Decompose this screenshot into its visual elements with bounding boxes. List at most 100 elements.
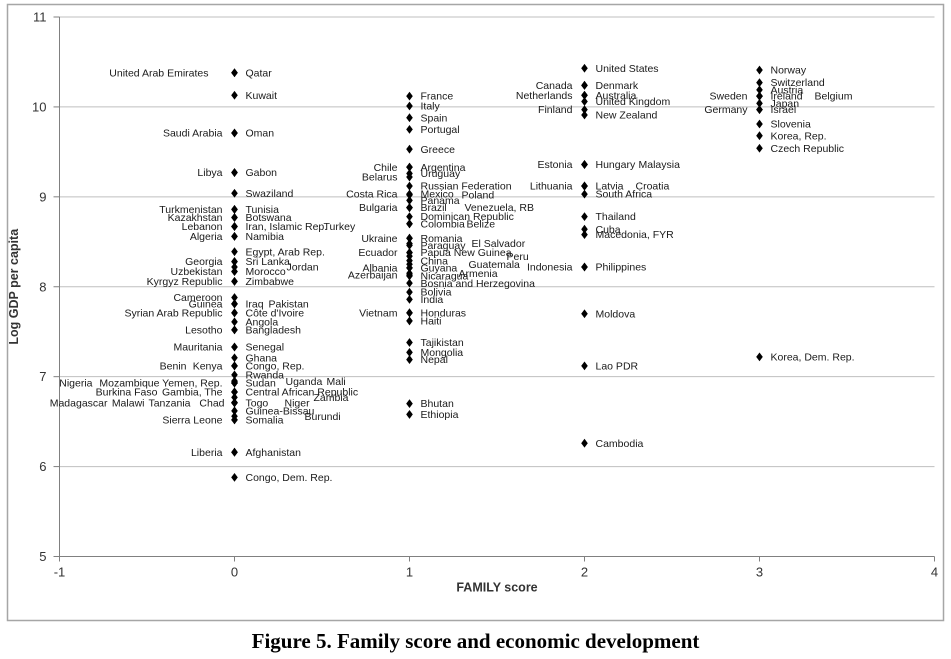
country-label: Azerbaijan bbox=[348, 270, 398, 282]
diamond-marker bbox=[406, 338, 413, 347]
country-label: Norway bbox=[771, 65, 807, 77]
country-label: Nepal bbox=[421, 354, 448, 366]
diamond-marker bbox=[231, 205, 238, 214]
point-japan: Japan bbox=[756, 98, 799, 110]
point-south-africa: South Africa bbox=[581, 189, 652, 201]
country-label: Greece bbox=[421, 144, 456, 156]
point-hungary: Hungary bbox=[581, 159, 636, 171]
point-algeria: Algeria bbox=[190, 231, 238, 243]
country-label: Indonesia bbox=[527, 262, 573, 274]
diamond-marker bbox=[756, 131, 763, 141]
country-label: Sweden bbox=[710, 91, 748, 103]
point-peru: Peru bbox=[406, 251, 529, 263]
y-tick-label-5: 5 bbox=[39, 549, 46, 564]
point-greece: Greece bbox=[406, 144, 455, 156]
country-label: Zimbabwe bbox=[246, 276, 295, 288]
point-haiti: Haiti bbox=[406, 316, 442, 328]
diamond-marker bbox=[406, 190, 413, 200]
point-zambia: Zambia bbox=[231, 392, 349, 404]
country-label: Rwanda bbox=[246, 369, 285, 381]
country-label: Vietnam bbox=[359, 307, 398, 319]
country-label: Malawi bbox=[112, 397, 145, 409]
point-moldova: Moldova bbox=[581, 308, 635, 320]
point-united-kingdom: United Kingdom bbox=[581, 96, 670, 108]
y-axis-title: Log GDP per capita bbox=[7, 228, 21, 345]
country-label: Mauritania bbox=[173, 342, 222, 354]
point-botswana: Botswana bbox=[231, 212, 292, 224]
country-label: Afghanistan bbox=[246, 447, 302, 459]
point-belize: Belize bbox=[406, 218, 495, 230]
diamond-marker bbox=[231, 387, 238, 397]
point-oman: Oman bbox=[231, 128, 274, 140]
diamond-marker bbox=[756, 65, 763, 75]
point-new-zealand: New Zealand bbox=[581, 110, 658, 122]
diamond-marker bbox=[231, 370, 238, 380]
country-label: Czech Republic bbox=[771, 143, 845, 155]
country-label: Netherlands bbox=[516, 90, 573, 102]
country-label: Libya bbox=[197, 167, 222, 179]
point-lesotho: Lesotho bbox=[185, 325, 238, 337]
diamond-marker bbox=[581, 262, 588, 272]
country-label: Turkey bbox=[324, 221, 356, 233]
point-croatia: Croatia bbox=[581, 181, 670, 193]
point-philippines: Philippines bbox=[581, 262, 646, 274]
country-label: Malaysia bbox=[639, 159, 681, 171]
point-uruguay: Uruguay bbox=[406, 168, 461, 180]
country-label: Madagascar bbox=[50, 397, 108, 409]
point-united-states: United States bbox=[581, 63, 659, 75]
diamond-marker bbox=[406, 212, 413, 222]
diamond-marker bbox=[231, 398, 238, 408]
y-tick-label-7: 7 bbox=[39, 369, 46, 384]
x-tick-label-0: 0 bbox=[231, 565, 238, 580]
country-label: Haiti bbox=[421, 316, 442, 328]
country-label: United Kingdom bbox=[596, 96, 671, 108]
point-rwanda: Rwanda bbox=[231, 369, 284, 381]
point-bangladesh: Bangladesh bbox=[231, 325, 301, 337]
country-label: Sierra Leone bbox=[162, 414, 222, 426]
country-label: Kazakhstan bbox=[168, 212, 223, 224]
country-label: Belize bbox=[467, 218, 496, 230]
diamond-marker bbox=[231, 188, 238, 198]
diamond-marker bbox=[231, 376, 238, 386]
country-label: Peru bbox=[507, 251, 529, 263]
diamond-marker bbox=[406, 268, 413, 278]
diamond-marker bbox=[581, 309, 588, 319]
country-label: Morocco bbox=[246, 266, 286, 278]
diamond-marker bbox=[231, 222, 238, 231]
country-label: Georgia bbox=[185, 256, 223, 268]
country-label: United Arab Emirates bbox=[109, 67, 208, 79]
diamond-marker bbox=[406, 251, 413, 261]
country-label: Uruguay bbox=[421, 168, 461, 180]
point-sweden: Sweden bbox=[710, 91, 763, 103]
point-senegal: Senegal bbox=[231, 342, 284, 354]
point-switzerland: Switzerland bbox=[756, 77, 825, 89]
country-label: Guinea-Bissau bbox=[246, 405, 315, 417]
country-label: Venezuela, RB bbox=[465, 202, 534, 214]
diamond-marker bbox=[406, 399, 413, 409]
country-label: France bbox=[421, 91, 454, 103]
country-label: Germany bbox=[704, 104, 748, 116]
country-label: Israel bbox=[771, 104, 797, 116]
point-belarus: Belarus bbox=[362, 172, 413, 184]
country-label: Ecuador bbox=[358, 247, 398, 259]
point-gabon: Gabon bbox=[231, 167, 277, 179]
diamond-marker bbox=[406, 239, 413, 248]
point-netherlands: Netherlands bbox=[516, 90, 588, 102]
diamond-marker bbox=[231, 276, 238, 286]
country-label: Denmark bbox=[596, 80, 639, 92]
country-label: Argentina bbox=[421, 162, 466, 174]
point-burundi: Burundi bbox=[231, 411, 341, 423]
point-costa-rica: Costa Rica bbox=[346, 189, 413, 201]
y-tick-label-6: 6 bbox=[39, 459, 46, 474]
point-liberia: Liberia bbox=[191, 447, 238, 459]
country-label: Côte d'Ivoire bbox=[246, 307, 305, 319]
diamond-marker bbox=[756, 78, 763, 88]
country-label: Togo bbox=[246, 397, 269, 409]
country-label: Tanzania bbox=[148, 397, 190, 409]
country-label: Honduras bbox=[421, 307, 467, 319]
country-label: Armenia bbox=[459, 268, 498, 280]
diamond-marker bbox=[231, 267, 238, 276]
country-label: Lebanon bbox=[182, 221, 223, 233]
diamond-marker bbox=[231, 317, 238, 327]
